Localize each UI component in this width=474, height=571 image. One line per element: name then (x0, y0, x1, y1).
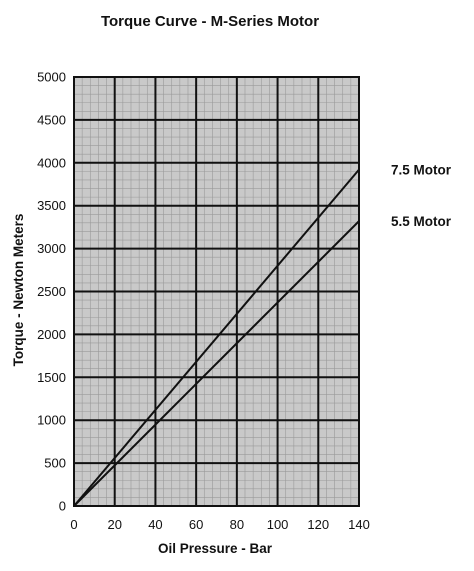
y-tick-label: 5000 (37, 70, 66, 85)
plot-area (73, 76, 360, 507)
x-tick-label: 40 (148, 517, 162, 532)
y-tick-label: 3500 (37, 198, 66, 213)
y-tick-label: 4000 (37, 155, 66, 170)
y-tick-label: 2000 (37, 327, 66, 342)
x-axis-label: Oil Pressure - Bar (158, 541, 273, 556)
x-tick-label: 80 (230, 517, 244, 532)
y-tick-label: 4500 (37, 112, 66, 127)
x-tick-label: 20 (107, 517, 121, 532)
x-tick-label: 120 (307, 517, 329, 532)
y-tick-label: 0 (59, 499, 66, 514)
chart-title: Torque Curve - M-Series Motor (101, 13, 319, 30)
series-line (73, 220, 360, 507)
y-tick-label: 1500 (37, 370, 66, 385)
plot-frame (73, 76, 360, 507)
y-tick-label: 500 (44, 456, 66, 471)
y-tick-label: 2500 (37, 284, 66, 299)
x-tick-label: 100 (267, 517, 289, 532)
y-tick-label: 1000 (37, 413, 66, 428)
x-tick-label: 0 (70, 517, 77, 532)
y-axis-label: Torque - Newton Meters (11, 214, 26, 367)
series-labels: 7.5 Motor 5.5 Motor (391, 163, 452, 229)
x-tick-label: 60 (189, 517, 203, 532)
series-line (73, 169, 360, 507)
series-label: 5.5 Motor (391, 214, 452, 229)
tick-labels: 0 20 40 60 80 100 120 140 0 500 1000 1500 2000 2500 30… (37, 70, 370, 533)
y-tick-label: 3000 (37, 241, 66, 256)
series-lines (73, 169, 360, 507)
series-label: 7.5 Motor (391, 163, 452, 178)
x-tick-label: 140 (348, 517, 370, 532)
